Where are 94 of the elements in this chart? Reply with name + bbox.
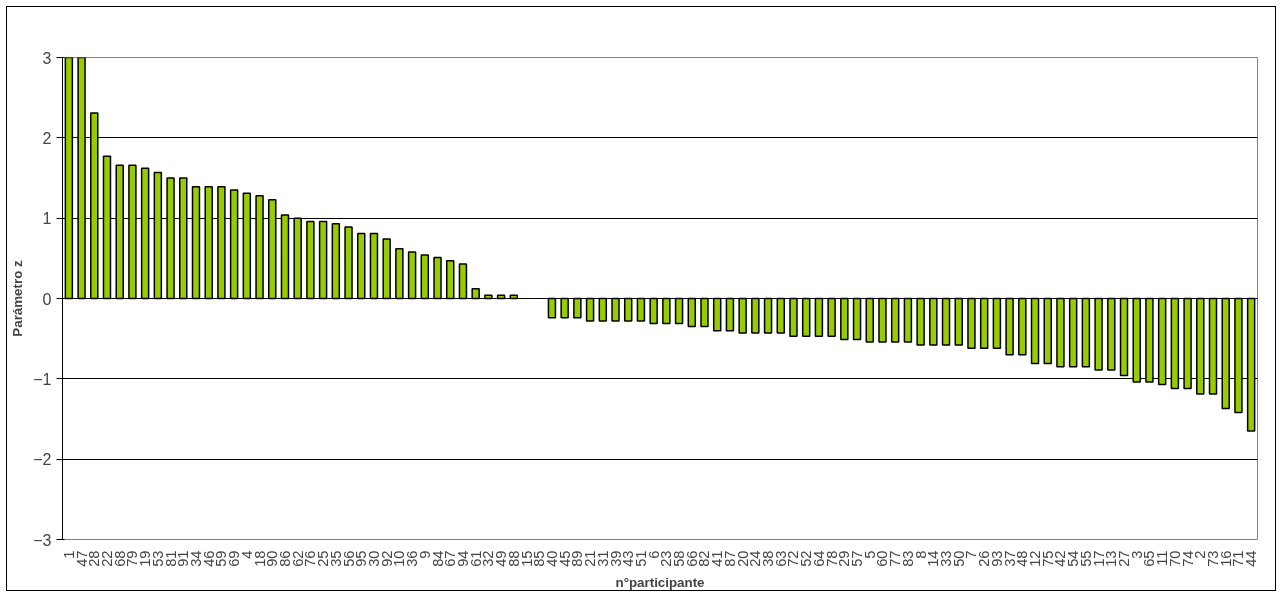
bar: [636, 297, 646, 322]
bar: [191, 186, 201, 300]
bar: [1043, 297, 1052, 365]
bar: [179, 177, 188, 300]
bar: [560, 297, 569, 319]
bar: [420, 254, 430, 300]
bar: [865, 297, 875, 343]
bar: [852, 297, 862, 341]
bar: [611, 297, 620, 322]
bar: [1081, 297, 1091, 368]
bar: [827, 297, 836, 338]
y-tick-label: 0: [42, 290, 52, 308]
bar: [674, 297, 684, 325]
bar: [140, 167, 150, 300]
bar: [293, 217, 302, 300]
bar: [395, 247, 404, 300]
bar: [445, 259, 455, 300]
y-tick-label: 2: [42, 129, 52, 147]
bar: [763, 297, 773, 334]
bar: [318, 220, 328, 300]
bar: [738, 297, 747, 334]
bar: [585, 297, 595, 322]
y-tick-label: 3: [42, 49, 52, 67]
bar: [1221, 297, 1230, 410]
bar: [1170, 297, 1180, 390]
bar: [166, 177, 175, 300]
bar: [382, 238, 391, 300]
bar: [1157, 297, 1167, 386]
bar: [801, 297, 811, 338]
bar: [1183, 297, 1192, 390]
bar: [954, 297, 963, 346]
bar: [204, 186, 213, 300]
bar: [979, 297, 989, 350]
bar: [929, 297, 938, 346]
bar: [1018, 297, 1027, 356]
bar: [242, 192, 252, 300]
bar: [255, 194, 264, 300]
bar: [217, 186, 226, 300]
bar: [1068, 297, 1078, 368]
bar: [433, 256, 442, 300]
bar: [331, 223, 341, 300]
bar: [598, 297, 608, 322]
bar: [115, 164, 124, 300]
bar: [623, 297, 633, 322]
bar: [1094, 297, 1103, 371]
bar: [458, 263, 468, 300]
bar: [1145, 297, 1154, 383]
bar: [229, 189, 239, 300]
bar: [471, 288, 480, 300]
bar: [1132, 297, 1141, 383]
bar: [153, 171, 163, 300]
bar: [712, 297, 722, 332]
bar: [280, 214, 290, 300]
bar: [890, 297, 900, 343]
bar: [306, 220, 315, 300]
bar: [662, 297, 671, 325]
bar: [725, 297, 735, 332]
bar: [967, 297, 976, 350]
bar: [128, 164, 137, 300]
bar: [840, 297, 849, 341]
bar: [751, 297, 760, 334]
y-tick-label: 1: [42, 210, 52, 228]
bar: [1056, 297, 1065, 368]
bar: [941, 297, 951, 346]
bar: [268, 198, 277, 300]
bar: [102, 155, 112, 300]
bar: [903, 297, 913, 343]
bar: [1005, 297, 1014, 356]
bar: [1119, 297, 1129, 377]
bar: [916, 297, 925, 346]
bar: [687, 297, 697, 328]
bar: [992, 297, 1002, 350]
bar: [357, 232, 366, 300]
bar: [789, 297, 798, 338]
bar: [814, 297, 824, 338]
bar: [878, 297, 887, 343]
bar: [369, 232, 379, 300]
bar: [1107, 297, 1116, 371]
bar: [649, 297, 658, 325]
bar: [700, 297, 709, 328]
bar: [407, 251, 417, 300]
bar: [344, 226, 353, 300]
y-tick-label: −2: [33, 451, 52, 469]
bar: [1208, 297, 1218, 395]
bar: [547, 297, 557, 319]
bar: [573, 297, 582, 319]
bar: [1196, 297, 1205, 395]
bar: [1234, 297, 1243, 414]
y-tick-label: −1: [33, 370, 52, 388]
x-axis-title: n°participante: [615, 574, 705, 590]
bar: [1030, 297, 1040, 365]
y-axis-title: Parámetro z: [10, 260, 26, 337]
y-tick-label: −3: [33, 531, 52, 549]
bar: [776, 297, 786, 334]
